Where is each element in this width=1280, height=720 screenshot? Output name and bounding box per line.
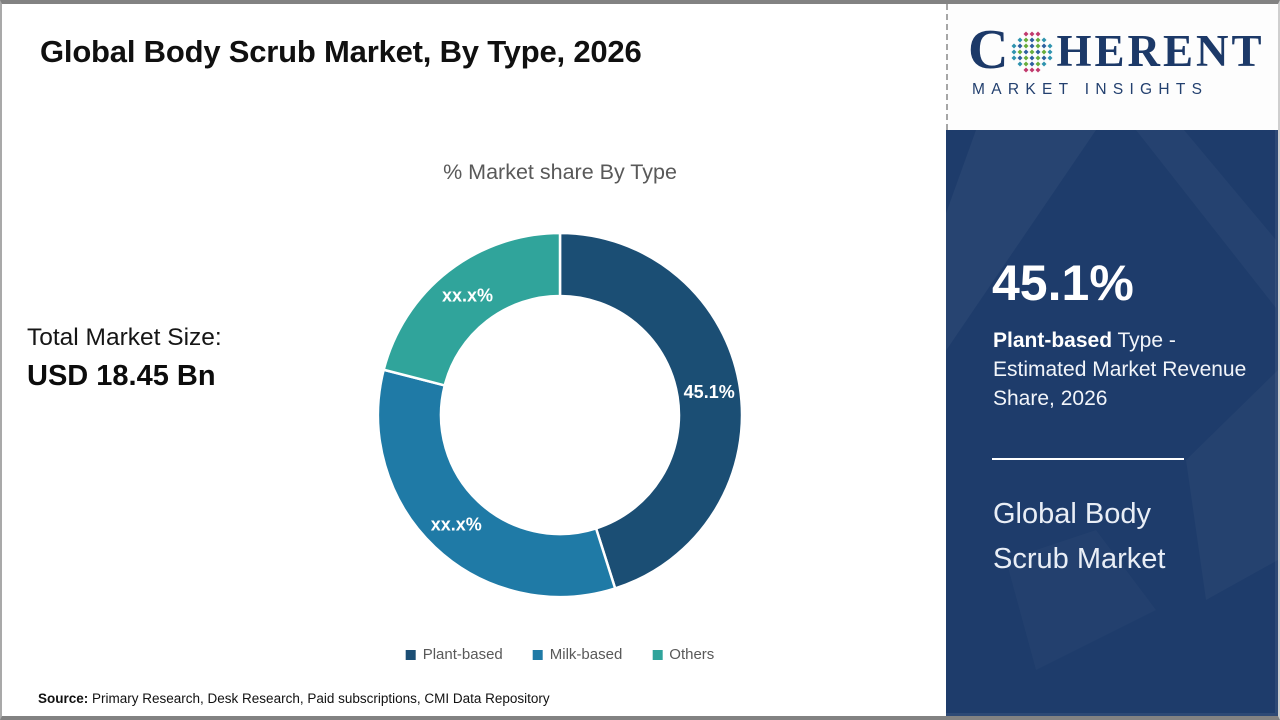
legend-label-others: Others xyxy=(669,646,715,663)
legend-label-plant-based: Plant-based xyxy=(422,646,503,663)
globe-dot xyxy=(1023,67,1029,73)
legend-item-others: Others xyxy=(652,646,714,663)
panel-divider xyxy=(992,458,1184,460)
donut-slice-others xyxy=(382,231,562,387)
globe-dot xyxy=(1023,43,1029,49)
source-line: Source: Primary Research, Desk Research,… xyxy=(38,691,550,706)
slice-label-plant-based: 45.1% xyxy=(684,382,735,402)
globe-dot xyxy=(1047,43,1053,49)
legend-item-plant-based: Plant-based xyxy=(405,646,503,663)
globe-dot xyxy=(1011,55,1017,61)
source-text: Primary Research, Desk Research, Paid su… xyxy=(88,691,550,706)
stat-description-bold: Plant-based xyxy=(993,329,1113,352)
globe-dot xyxy=(1041,37,1047,43)
globe-dot xyxy=(1011,43,1017,49)
globe-dot xyxy=(1029,61,1035,67)
globe-dot xyxy=(1041,61,1047,67)
globe-dot xyxy=(1029,49,1035,55)
page-title: Global Body Scrub Market, By Type, 2026 xyxy=(40,34,642,69)
globe-dot xyxy=(1035,61,1041,67)
legend-label-milk-based: Milk-based xyxy=(549,646,623,663)
panel-background-pattern-icon xyxy=(946,130,1096,351)
globe-dot xyxy=(1041,43,1047,49)
chart-legend: Plant-based Milk-based Others xyxy=(405,646,714,663)
globe-dot xyxy=(1017,43,1023,49)
slice-label-milk-based: xx.x% xyxy=(431,515,482,535)
globe-dot xyxy=(1047,49,1053,55)
globe-dot xyxy=(1035,67,1041,73)
donut-chart: 45.1% xx.x% xx.x% xyxy=(370,225,750,605)
globe-dot xyxy=(1023,37,1029,43)
globe-dot xyxy=(1035,31,1041,37)
logo-word-rest: HERENT xyxy=(1056,25,1265,76)
panel-title: Global Body Scrub Market xyxy=(993,498,1166,575)
globe-dot xyxy=(1029,43,1035,49)
logo-letter-c: C xyxy=(968,19,1009,81)
total-market-size-value: USD 18.45 Bn xyxy=(27,360,216,392)
legend-marker-plant-based xyxy=(405,649,416,660)
donut-slice-plant-based xyxy=(558,231,744,590)
globe-dot xyxy=(1035,55,1041,61)
globe-dot xyxy=(1035,37,1041,43)
chart-area: Global Body Scrub Market, By Type, 2026 … xyxy=(2,4,948,716)
legend-marker-others xyxy=(652,649,663,660)
legend-item-milk-based: Milk-based xyxy=(532,646,623,663)
dot-globe-icon xyxy=(1011,31,1053,73)
legend-marker-milk-based xyxy=(532,649,543,660)
coherent-logo: C HERENT xyxy=(968,22,1278,78)
total-market-size-block: Total Market Size: USD 18.45 Bn xyxy=(27,324,222,393)
globe-dot xyxy=(1041,55,1047,61)
slice-label-others: xx.x% xyxy=(442,286,493,306)
sidebar-panel: 45.1% Plant-based Type - Estimated Marke… xyxy=(946,130,1278,716)
globe-dot xyxy=(1017,61,1023,67)
globe-dot xyxy=(1035,43,1041,49)
globe-dot xyxy=(1017,49,1023,55)
stat-description-rest: Type - Estimated Market Revenue Share, 2… xyxy=(993,329,1247,410)
globe-dot xyxy=(1029,37,1035,43)
globe-dot xyxy=(1023,31,1029,37)
donut-slice-milk-based xyxy=(376,368,617,599)
globe-dot xyxy=(1023,61,1029,67)
globe-dot xyxy=(1035,49,1041,55)
logo-area: C HERENT MARKET INSIGHTS xyxy=(946,4,1278,130)
globe-dot xyxy=(1023,49,1029,55)
globe-dot xyxy=(1029,55,1035,61)
total-market-size-label: Total Market Size: xyxy=(27,324,222,351)
globe-dot xyxy=(1017,37,1023,43)
sidebar: C HERENT MARKET INSIGHTS 45.1% Plant-bas… xyxy=(946,4,1278,716)
donut-chart-svg: 45.1% xx.x% xx.x% xyxy=(376,231,744,599)
globe-dot xyxy=(1023,55,1029,61)
globe-dot xyxy=(1017,55,1023,61)
logo-subtitle: MARKET INSIGHTS xyxy=(972,81,1209,98)
globe-dot xyxy=(1047,55,1053,61)
globe-dot xyxy=(1041,49,1047,55)
globe-dot xyxy=(1011,49,1017,55)
stat-description: Plant-based Type - Estimated Market Reve… xyxy=(993,326,1249,413)
globe-dot xyxy=(1029,31,1035,37)
source-label: Source: xyxy=(38,691,89,706)
stat-value: 45.1% xyxy=(992,255,1134,311)
chart-title: % Market share By Type xyxy=(443,160,677,184)
globe-dot xyxy=(1029,67,1035,73)
